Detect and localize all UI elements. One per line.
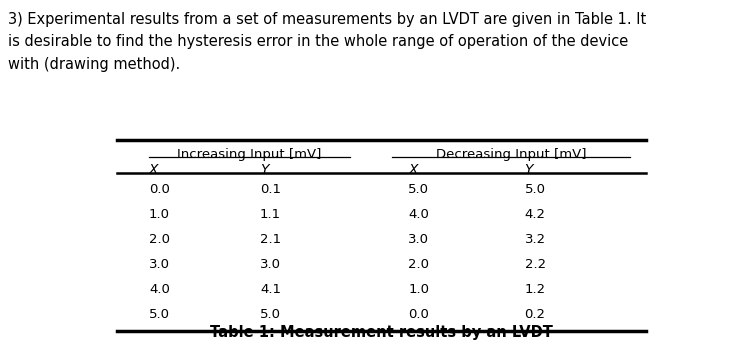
Text: 5.0: 5.0 [260,308,281,321]
Text: Increasing Input [mV]: Increasing Input [mV] [177,148,321,161]
Text: 1.2: 1.2 [525,283,545,296]
Text: Y: Y [260,163,268,177]
Text: 4.2: 4.2 [525,208,545,221]
Text: 2.2: 2.2 [525,258,545,271]
Text: 3.0: 3.0 [408,233,429,246]
Text: 0.0: 0.0 [408,308,429,321]
Text: 5.0: 5.0 [525,183,545,196]
Text: 2.0: 2.0 [149,233,170,246]
Text: 3.0: 3.0 [149,258,170,271]
Text: X: X [149,163,158,177]
Text: X: X [408,163,418,177]
Text: 2.1: 2.1 [260,233,281,246]
Text: 5.0: 5.0 [408,183,429,196]
Text: 3.2: 3.2 [525,233,545,246]
Text: 3) Experimental results from a set of measurements by an LVDT are given in Table: 3) Experimental results from a set of me… [8,12,646,72]
Text: Table 1: Measurement results by an LVDT: Table 1: Measurement results by an LVDT [210,325,553,339]
Text: 2.0: 2.0 [408,258,429,271]
Text: 1.1: 1.1 [260,208,281,221]
Text: 4.0: 4.0 [408,208,429,221]
Text: 4.0: 4.0 [149,283,170,296]
Text: Decreasing Input [mV]: Decreasing Input [mV] [436,148,587,161]
Text: 1.0: 1.0 [149,208,170,221]
Text: Y: Y [525,163,533,177]
Text: 4.1: 4.1 [260,283,281,296]
Text: 0.1: 0.1 [260,183,281,196]
Text: 3.0: 3.0 [260,258,281,271]
Text: 1.0: 1.0 [408,283,429,296]
Text: 5.0: 5.0 [149,308,170,321]
Text: 0.2: 0.2 [525,308,545,321]
Text: 0.0: 0.0 [149,183,170,196]
